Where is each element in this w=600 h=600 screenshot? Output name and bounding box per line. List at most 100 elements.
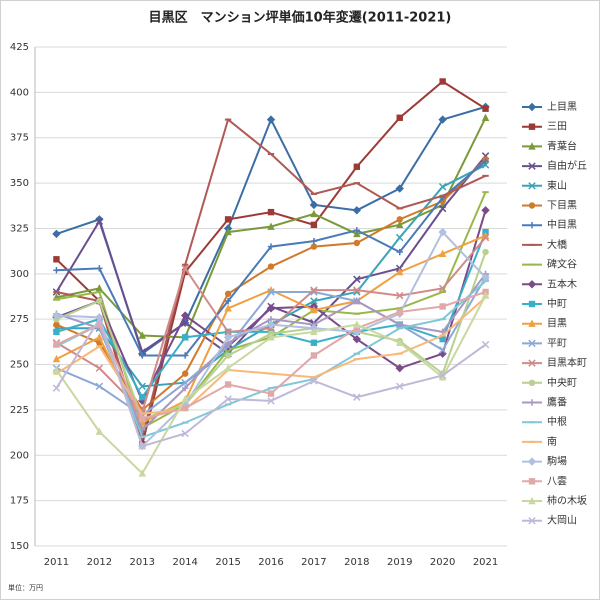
point [528, 379, 536, 386]
point [267, 390, 275, 397]
point [181, 352, 189, 359]
y-tick-label: 300 [10, 269, 29, 280]
point [95, 315, 104, 323]
point [310, 209, 318, 218]
point [528, 182, 536, 190]
point [96, 265, 103, 272]
series [52, 315, 490, 450]
series [52, 291, 490, 477]
point [395, 363, 404, 373]
point [138, 331, 146, 339]
point [267, 263, 275, 270]
point [395, 184, 404, 193]
point [439, 335, 446, 343]
y-tick-label: 200 [10, 450, 29, 461]
point [396, 220, 404, 229]
y-tick-label: 325 [10, 223, 29, 234]
point [95, 333, 104, 341]
point [353, 275, 361, 283]
point [180, 311, 190, 320]
point [310, 297, 318, 305]
point [181, 404, 189, 412]
point [438, 346, 447, 354]
point [181, 394, 189, 403]
y-tick-label: 425 [10, 42, 29, 53]
point [396, 216, 403, 223]
point [266, 115, 276, 124]
legend-label: 大岡山 [547, 514, 577, 527]
point [53, 328, 60, 336]
legend-label: 三田 [547, 122, 567, 133]
point [181, 268, 189, 276]
x-tick-label: 2014 [172, 557, 197, 568]
point [53, 321, 60, 328]
point [310, 243, 318, 250]
point [439, 328, 446, 336]
point [528, 399, 536, 406]
point [223, 333, 233, 342]
point [353, 325, 361, 332]
point [482, 248, 489, 256]
x-tick-label: 2019 [387, 557, 412, 568]
point [528, 319, 536, 327]
x-tick-label: 2015 [215, 557, 240, 568]
point [438, 371, 447, 380]
point [267, 288, 275, 296]
point [396, 267, 404, 276]
point [438, 182, 447, 191]
point [266, 320, 276, 329]
point [267, 397, 275, 405]
point [224, 363, 232, 372]
point [528, 162, 536, 170]
point [139, 352, 146, 359]
point [224, 290, 232, 297]
point [224, 328, 232, 336]
legend-label: 鷹番 [547, 396, 567, 409]
point [53, 256, 60, 263]
series [53, 288, 489, 423]
point [396, 321, 403, 328]
point [267, 333, 275, 341]
point [395, 233, 404, 242]
legend-label: 上目黒 [547, 101, 577, 113]
point [528, 222, 536, 229]
x-tick-label: 2016 [258, 557, 283, 568]
legend-label: 下目黒 [547, 200, 577, 212]
point [482, 105, 489, 112]
x-tick-label: 2021 [473, 557, 498, 568]
point [52, 311, 61, 320]
point [53, 266, 60, 274]
point [138, 442, 147, 450]
point [438, 249, 447, 258]
point [267, 243, 275, 250]
point [528, 142, 536, 150]
point [266, 304, 276, 313]
chart-title: 目黒区 マンション坪単価10年変遷(2011-2021) [149, 10, 452, 26]
point [528, 496, 536, 505]
point [481, 113, 490, 121]
point [52, 384, 61, 392]
unit-note: 単位：万円 [8, 583, 43, 592]
point [528, 300, 536, 308]
point [396, 338, 404, 346]
point [353, 320, 361, 328]
legend-label: 柿の木坂 [547, 494, 587, 507]
point [138, 382, 147, 391]
point [527, 102, 537, 112]
point [52, 365, 61, 374]
point [52, 354, 61, 363]
legend-label: 自由が丘 [547, 159, 587, 172]
point [224, 227, 232, 236]
x-tick-label: 2020 [430, 557, 455, 568]
point [96, 321, 103, 328]
point [353, 227, 361, 234]
legend-label: 平町 [547, 338, 567, 349]
legend-label: 東山 [547, 179, 567, 192]
point [396, 308, 403, 316]
point [310, 286, 318, 294]
y-tick-label: 150 [10, 541, 29, 552]
point [52, 229, 61, 239]
legend-label: 南 [547, 435, 557, 448]
point [528, 359, 536, 367]
